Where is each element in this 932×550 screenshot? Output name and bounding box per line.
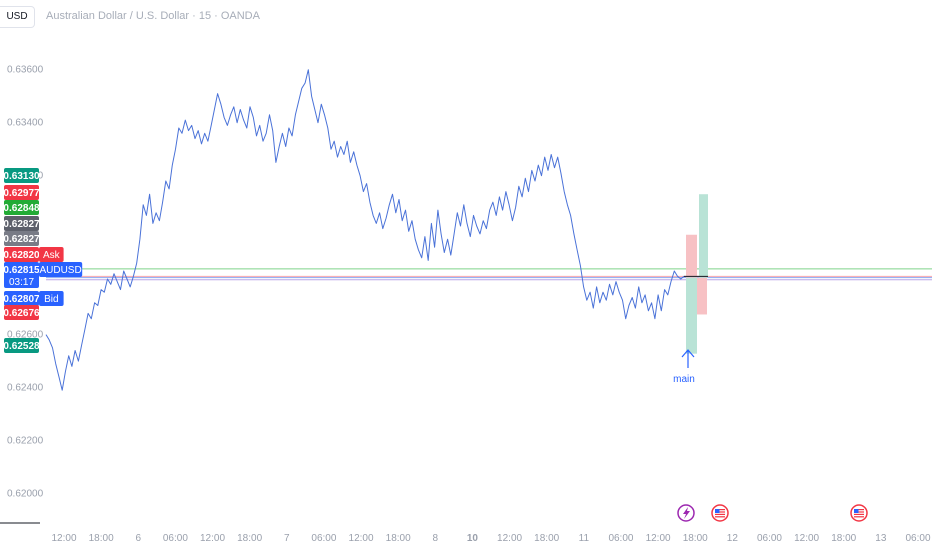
us-flag-icon[interactable] xyxy=(850,504,868,522)
price-tag: 0.62977 xyxy=(3,185,40,200)
time-axis[interactable]: 12:00 18:00 6 06:00 12:00 18:00 7 06:00 12:00 18:… xyxy=(0,522,931,544)
x-tick-label: 06:00 xyxy=(905,533,930,544)
price-tag: 0.62820 Ask xyxy=(3,247,64,262)
price-series xyxy=(45,69,708,391)
price-tag-value: 0.62815 xyxy=(3,265,40,276)
x-tick-label: 12:00 xyxy=(497,533,522,544)
price-tag-value: 0.63130 xyxy=(3,171,40,182)
price-tag: 0.62676 xyxy=(3,305,40,320)
x-tick-label: 13 xyxy=(875,533,887,544)
x-tick-label: 18:00 xyxy=(237,533,262,544)
x-tick-label: 12:00 xyxy=(349,533,374,544)
price-tag-label: Ask xyxy=(43,250,61,261)
price-tag-value: 0.62820 xyxy=(3,250,40,261)
price-tag-label: AUDUSD xyxy=(39,265,81,276)
x-tick-label: 7 xyxy=(284,533,290,544)
x-tick-label: 12:00 xyxy=(200,533,225,544)
x-tick-label: 06:00 xyxy=(757,533,782,544)
x-tick-label: 18:00 xyxy=(534,533,559,544)
price-tag: 0.62848 xyxy=(3,200,40,215)
price-lines xyxy=(46,268,932,281)
long-position-stop[interactable] xyxy=(686,277,697,354)
short-position-stop[interactable] xyxy=(686,234,697,278)
x-tick-label: 18:00 xyxy=(386,533,411,544)
countdown-text: 03:17 xyxy=(9,277,34,288)
x-tick-label: 8 xyxy=(433,533,439,544)
short-position-target[interactable] xyxy=(697,277,707,315)
arrow-up-icon xyxy=(681,349,695,368)
x-tick-label: 12:00 xyxy=(51,533,76,544)
price-tag-value: 0.62676 xyxy=(3,308,40,319)
x-tick-label: 11 xyxy=(579,533,590,544)
y-tick-label: 0.62200 xyxy=(7,436,44,447)
annotation-label: main xyxy=(673,374,695,385)
x-tick-label: 06:00 xyxy=(311,533,336,544)
price-tag: 0.62528 xyxy=(3,338,40,353)
price-tag-label: Bid xyxy=(44,294,58,305)
long-position-target[interactable] xyxy=(699,194,708,278)
y-tick-label: 0.62400 xyxy=(7,383,44,394)
price-tag-value: 0.62827 xyxy=(3,219,40,230)
position-tools[interactable] xyxy=(686,194,708,354)
price-tag: 0.62827 xyxy=(3,231,40,246)
x-tick-label: 06:00 xyxy=(163,533,188,544)
main-annotation[interactable]: main xyxy=(673,349,695,385)
x-tick-label: 12:00 xyxy=(794,533,819,544)
price-tag-value: 0.62977 xyxy=(3,188,40,199)
x-tick-label: 06:00 xyxy=(608,533,633,544)
price-tag-value: 0.62528 xyxy=(3,341,40,352)
price-tag-value: 0.62807 xyxy=(3,294,40,305)
price-tags: 0.63130 0.62977 0.62848 0.62827 0.62827 0.628… xyxy=(3,168,83,353)
price-tag: 0.62807 Bid xyxy=(3,291,64,306)
y-tick-label: 0.62000 xyxy=(7,489,44,500)
symbol-title: Australian Dollar / U.S. Dollar · 15 · O… xyxy=(46,10,261,22)
y-tick-label: 0.63600 xyxy=(7,65,44,76)
lightning-icon[interactable] xyxy=(677,504,695,522)
x-tick-label: 12 xyxy=(727,533,739,544)
x-tick-label: 12:00 xyxy=(646,533,671,544)
x-tick-label: 6 xyxy=(135,533,141,544)
event-markers[interactable] xyxy=(677,504,868,522)
x-tick-label: 18:00 xyxy=(89,533,114,544)
x-tick-label: 10 xyxy=(467,533,479,544)
x-tick-label: 18:00 xyxy=(683,533,708,544)
x-tick-label: 18:00 xyxy=(831,533,856,544)
y-tick-label: 0.62600 xyxy=(7,330,44,341)
price-tag-value: 0.62848 xyxy=(3,203,40,214)
price-tag-value: 0.62827 xyxy=(3,234,40,245)
price-tag: 0.63130 xyxy=(3,168,40,183)
price-line-series xyxy=(45,69,685,391)
y-tick-label: 0.63400 xyxy=(7,118,44,129)
us-flag-icon[interactable] xyxy=(711,504,729,522)
price-tag: 0.62827 xyxy=(3,216,40,231)
currency-button[interactable]: USD xyxy=(0,6,35,28)
